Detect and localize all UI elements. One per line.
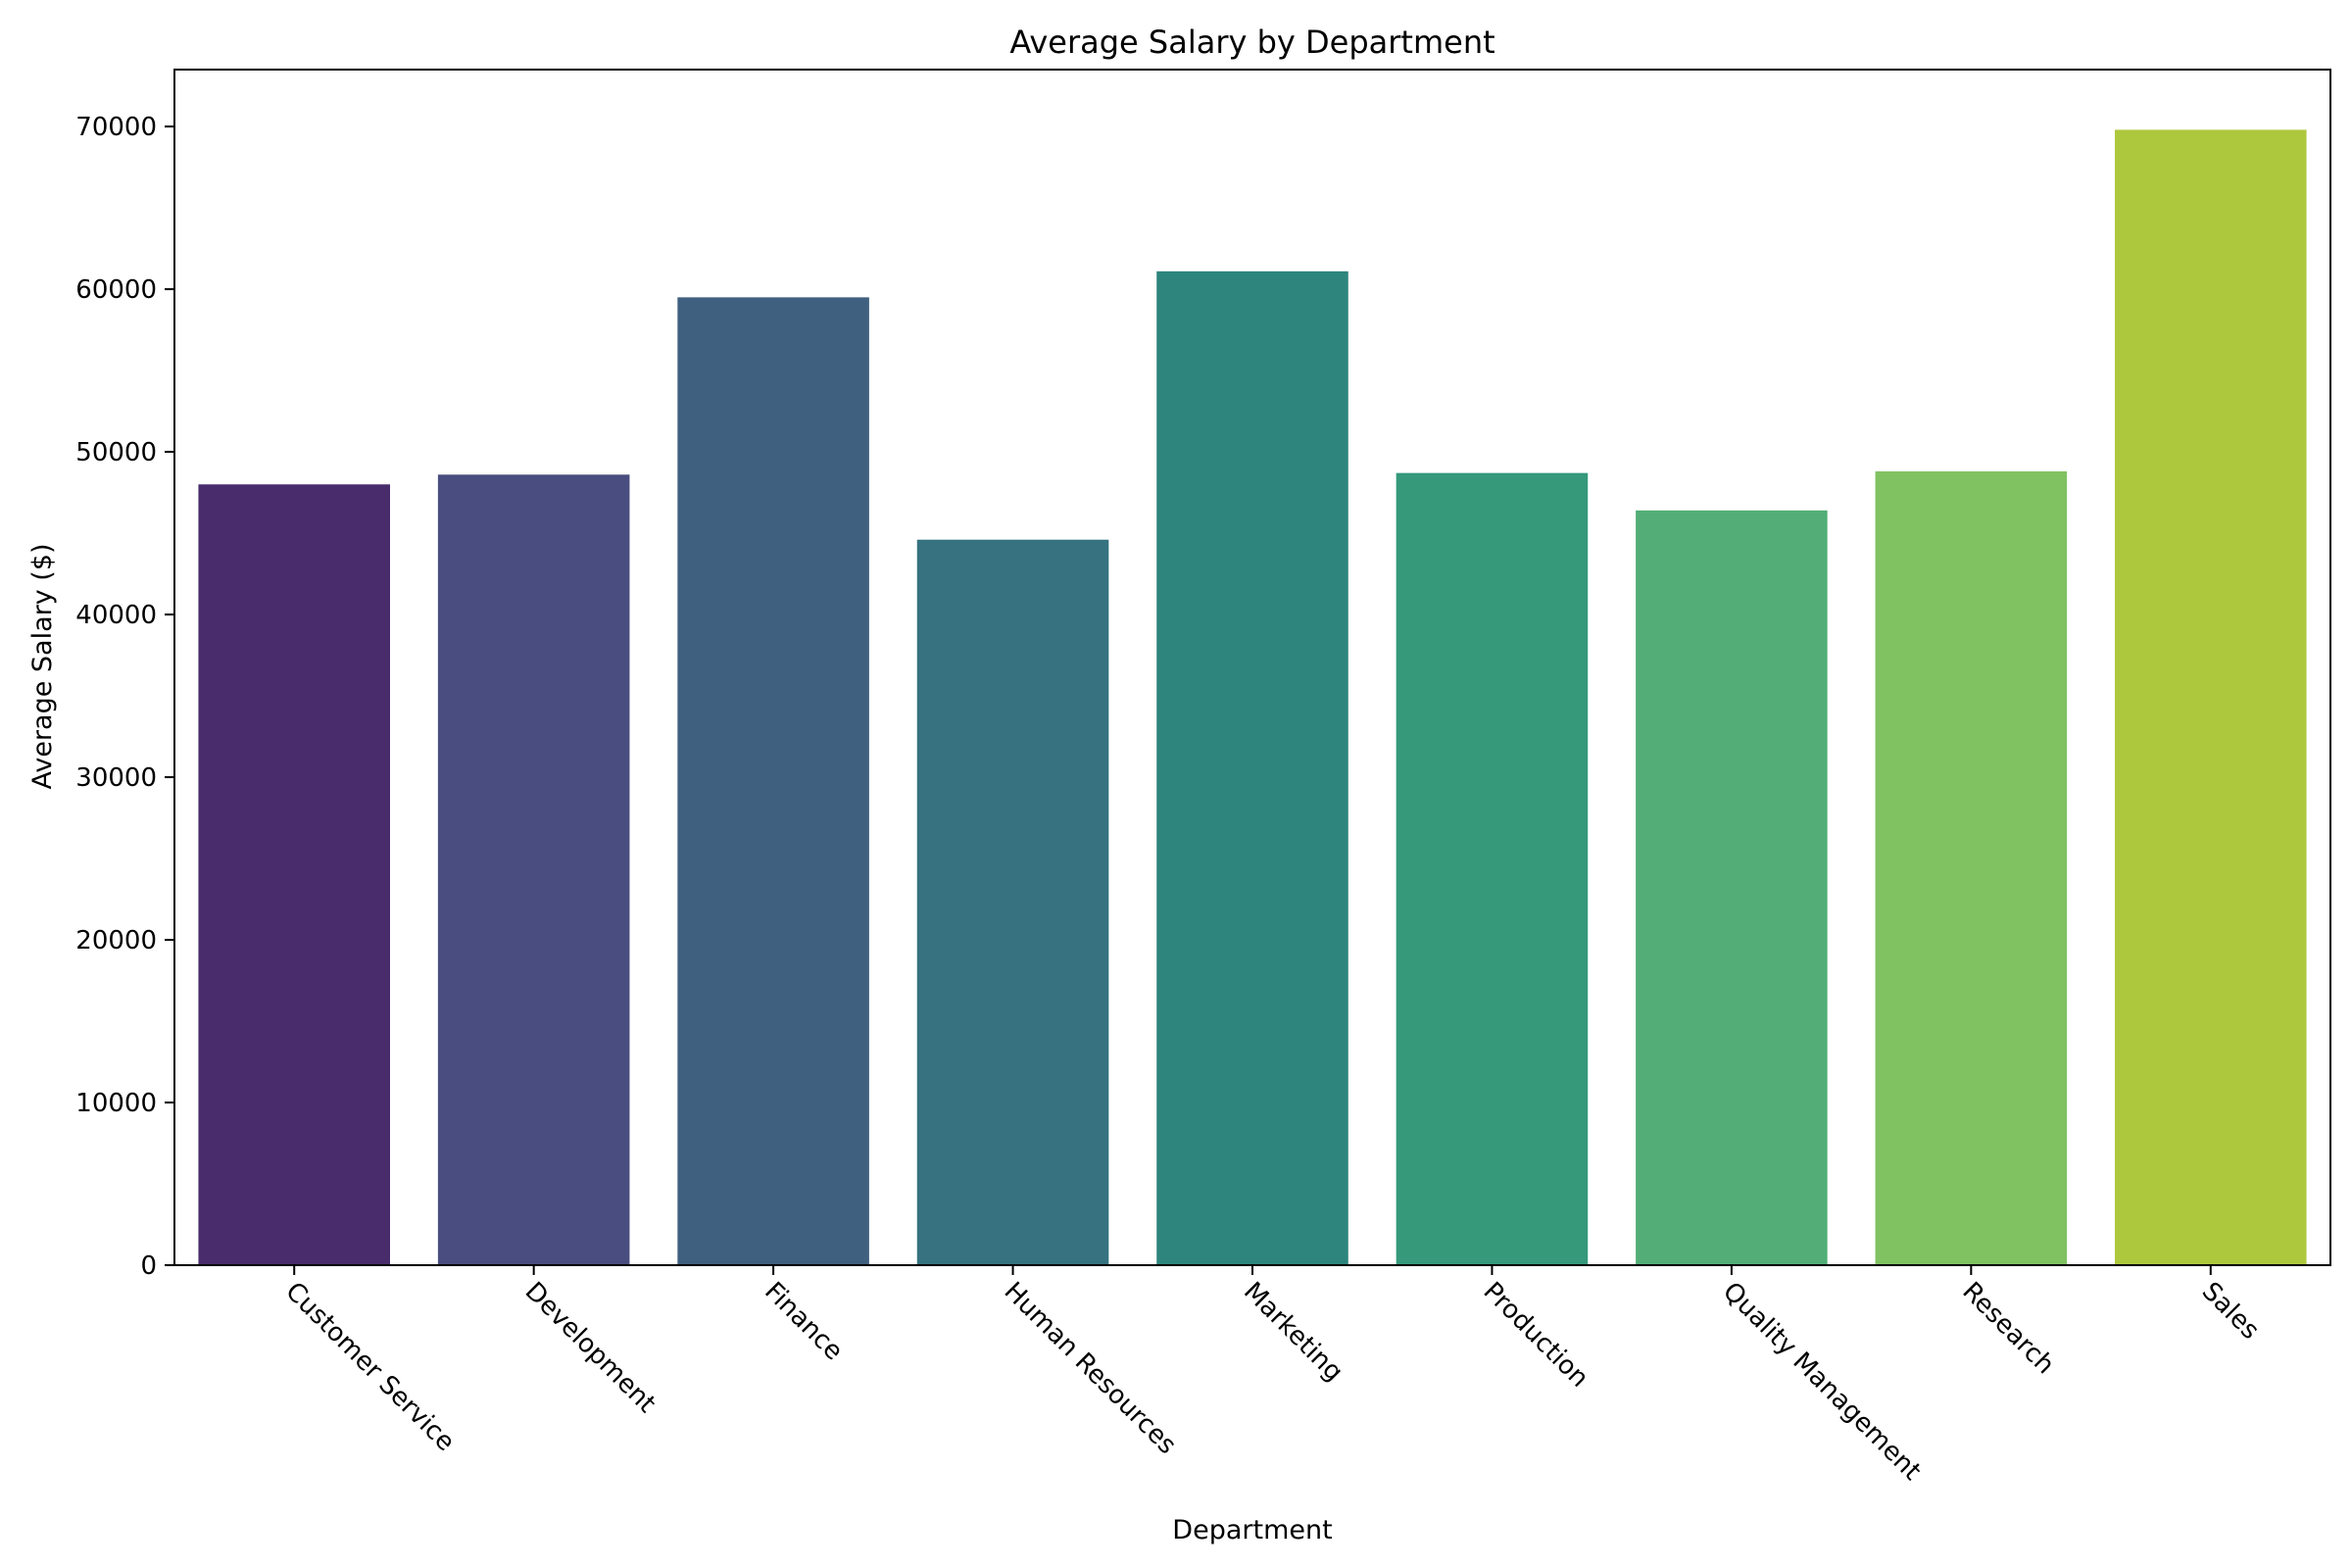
y-tick-label: 0 — [140, 1251, 157, 1281]
plot-frame — [173, 69, 2331, 1266]
x-tick-label: Human Resources — [999, 1277, 1182, 1460]
bar-marketing — [1156, 270, 1348, 1265]
bar-finance — [677, 297, 869, 1265]
bar-research — [1875, 470, 2068, 1265]
y-tick-label: 70000 — [75, 113, 157, 142]
y-tick-label: 20000 — [75, 926, 157, 956]
bar-production — [1396, 472, 1589, 1266]
y-axis-title: Average Salary ($) — [27, 543, 58, 789]
x-tick-label: Finance — [759, 1277, 849, 1367]
x-tick-label: Quality Management — [1717, 1277, 1927, 1487]
x-tick-label: Development — [519, 1277, 662, 1419]
y-tick-label: 40000 — [75, 601, 157, 630]
x-tick-label: Customer Service — [279, 1277, 460, 1457]
bars-layer — [198, 129, 2307, 1266]
y-tick-label: 50000 — [75, 438, 157, 467]
bar-customer-service — [198, 484, 390, 1265]
x-axis-title: Department — [1172, 1515, 1332, 1545]
y-tick-label: 60000 — [75, 275, 157, 305]
x-axis: Customer Service Development Finance Human … — [279, 1265, 2265, 1487]
bar-human-resources — [916, 539, 1109, 1265]
y-tick-label: 10000 — [75, 1089, 157, 1118]
x-tick-label: Marketing — [1238, 1277, 1348, 1388]
bar-quality-management — [1636, 510, 1828, 1265]
bar-development — [437, 474, 630, 1265]
y-axis: 0 10000 20000 30000 40000 50000 60000 70000 — [75, 113, 174, 1281]
bar-sales — [2115, 129, 2307, 1266]
chart-title: Average Salary by Department — [1009, 24, 1494, 61]
x-tick-label: Production — [1477, 1277, 1593, 1394]
x-tick-label: Research — [1956, 1277, 2060, 1381]
x-tick-label: Sales — [2196, 1277, 2265, 1346]
y-tick-label: 30000 — [75, 763, 157, 793]
